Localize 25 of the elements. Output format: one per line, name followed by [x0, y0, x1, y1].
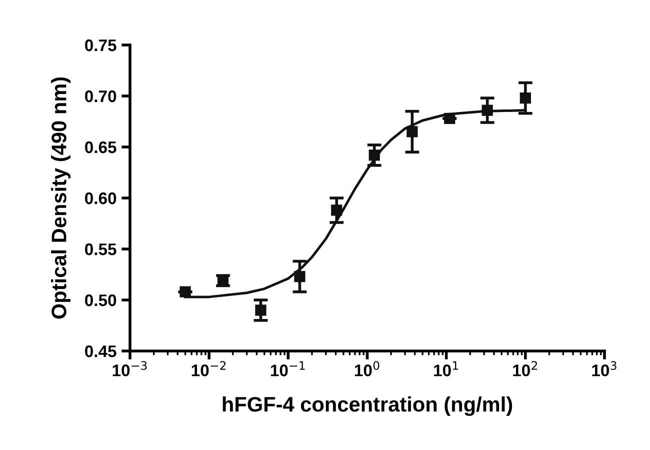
y-tick-label: 0.70: [85, 90, 116, 102]
y-tick-label: 0.75: [85, 39, 116, 52]
x-tick-label: 10$^{−1}$: [270, 361, 305, 376]
point: [520, 92, 531, 104]
point: [406, 126, 418, 138]
x-tick-label: 10$^{−3}$: [112, 361, 147, 376]
x-tick-label: 10$^{2}$: [513, 361, 538, 376]
y-tick-label: 0.50: [85, 294, 116, 306]
y-tick-label: 0.45: [85, 345, 116, 358]
point: [331, 204, 342, 216]
y-tick-label: 0.60: [85, 192, 116, 204]
y-tick-label: 0.55: [85, 243, 116, 256]
point: [368, 150, 380, 161]
x-tick-label: 10$^{1}$: [434, 361, 458, 376]
x-axis-title: hFGF-4 concentration (ng/ml): [222, 396, 512, 416]
x-tick-label: 10$^{−2}$: [192, 361, 226, 376]
point: [482, 104, 493, 116]
x-tick-label: 10$^{0}$: [354, 361, 380, 376]
x-tick-label: 10$^{3}$: [592, 361, 616, 376]
y-tick-label: 0.65: [85, 141, 116, 154]
point: [255, 304, 266, 316]
y-axis-title: Optical Density (490 nm): [51, 77, 70, 319]
point: [294, 270, 306, 282]
point: [444, 112, 456, 124]
point: [180, 286, 191, 298]
